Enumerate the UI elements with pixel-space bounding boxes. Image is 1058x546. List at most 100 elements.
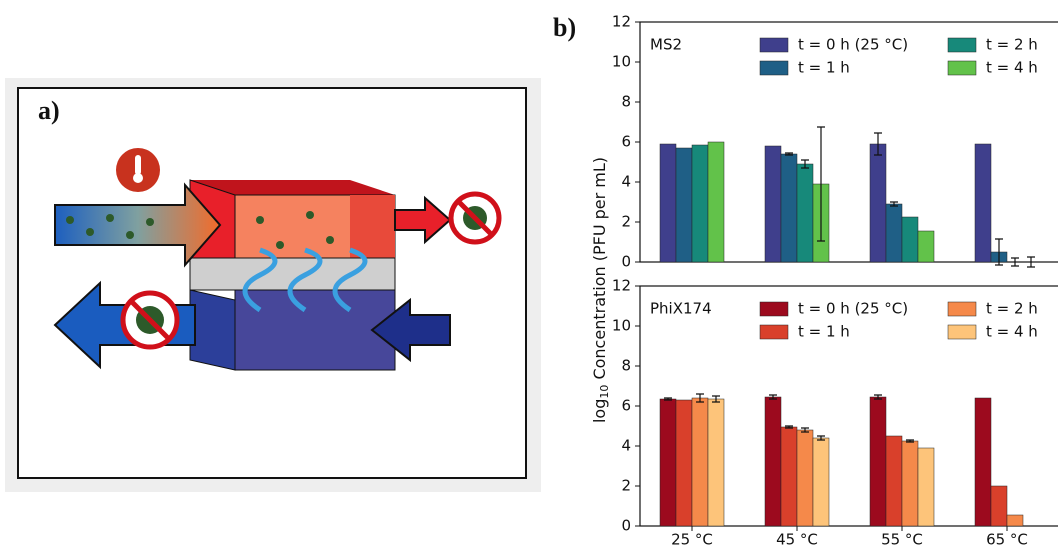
block-top bbox=[190, 180, 395, 195]
legend-swatch bbox=[947, 324, 977, 340]
vapor-waves bbox=[242, 247, 368, 313]
bar bbox=[885, 203, 903, 263]
y-tick-label: 6 bbox=[621, 397, 631, 415]
panel-label: b) bbox=[553, 13, 576, 42]
legend-swatch bbox=[947, 37, 977, 53]
bar bbox=[1006, 514, 1024, 527]
y-tick-label: 2 bbox=[621, 477, 631, 495]
bar bbox=[707, 141, 725, 263]
bar bbox=[764, 396, 782, 527]
legend-label: t = 1 h bbox=[798, 323, 850, 341]
chart-label: MS2 bbox=[650, 36, 682, 54]
y-axis-label: log10 Concentration (PFU per mL) bbox=[590, 157, 612, 423]
error-bar bbox=[664, 397, 672, 401]
y-tick-label: 8 bbox=[621, 93, 631, 111]
bar bbox=[691, 397, 709, 527]
bar bbox=[812, 437, 830, 527]
x-tick-label: 55 °C bbox=[881, 531, 923, 546]
error-bar bbox=[906, 439, 914, 443]
error-bar bbox=[874, 394, 882, 400]
bar bbox=[869, 396, 887, 527]
legend-swatch bbox=[947, 301, 977, 317]
bar bbox=[796, 163, 814, 263]
error-bar bbox=[785, 425, 793, 429]
bar bbox=[707, 398, 725, 527]
y-tick-label: 4 bbox=[621, 173, 631, 191]
legend-swatch bbox=[759, 324, 789, 340]
y-tick-label: 8 bbox=[621, 357, 631, 375]
legend-label: t = 0 h (25 °C) bbox=[798, 300, 908, 318]
bar bbox=[974, 143, 992, 263]
out-arrow bbox=[394, 195, 452, 245]
error-bar bbox=[1027, 256, 1035, 268]
y-tick-label: 12 bbox=[612, 13, 631, 31]
bar bbox=[675, 147, 693, 263]
error-bar bbox=[817, 435, 825, 441]
y-label-part: log bbox=[590, 399, 609, 423]
legend-swatch bbox=[947, 60, 977, 76]
error-bar bbox=[769, 394, 777, 400]
error-bar bbox=[801, 159, 809, 169]
cold-side bbox=[189, 289, 236, 371]
bar bbox=[917, 447, 935, 527]
bar bbox=[990, 485, 1008, 527]
legend-label: t = 2 h bbox=[986, 300, 1038, 318]
y-label-part: Concentration (PFU per mL) bbox=[590, 157, 609, 385]
y-tick-label: 0 bbox=[621, 517, 631, 535]
legend-swatch bbox=[759, 37, 789, 53]
bar bbox=[659, 143, 677, 263]
legend-label: t = 4 h bbox=[986, 59, 1038, 77]
error-bar bbox=[696, 393, 704, 403]
no-virus-1 bbox=[448, 191, 502, 245]
feed-arrow bbox=[54, 182, 222, 268]
error-bar bbox=[995, 238, 1003, 266]
no-virus-2 bbox=[120, 290, 180, 350]
y-tick-label: 10 bbox=[612, 53, 631, 71]
y-tick-label: 0 bbox=[621, 253, 631, 271]
error-bar bbox=[712, 395, 720, 403]
block-front-right bbox=[350, 195, 395, 258]
panel-label: a) bbox=[38, 96, 60, 125]
bar bbox=[885, 435, 903, 527]
bar bbox=[675, 399, 693, 527]
error-bar bbox=[785, 152, 793, 156]
bar bbox=[917, 230, 935, 263]
y-tick-label: 6 bbox=[621, 133, 631, 151]
bar bbox=[659, 398, 677, 527]
y-tick-label: 4 bbox=[621, 437, 631, 455]
legend-label: t = 2 h bbox=[986, 36, 1038, 54]
thermometer-icon bbox=[116, 148, 160, 192]
x-tick-label: 65 °C bbox=[986, 531, 1028, 546]
bar bbox=[780, 153, 798, 263]
cold-front bbox=[234, 289, 396, 371]
bar bbox=[974, 397, 992, 527]
diagram bbox=[5, 78, 541, 492]
bar bbox=[780, 426, 798, 527]
y-tick-label: 10 bbox=[612, 317, 631, 335]
bar bbox=[901, 216, 919, 263]
error-bar bbox=[801, 427, 809, 433]
y-label-sub: 10 bbox=[598, 385, 611, 399]
legend-label: t = 0 h (25 °C) bbox=[798, 36, 908, 54]
bar bbox=[901, 440, 919, 527]
legend-label: t = 1 h bbox=[798, 59, 850, 77]
bar bbox=[764, 145, 782, 263]
error-bar bbox=[1011, 257, 1019, 267]
cold-arrow bbox=[370, 297, 451, 363]
legend-swatch bbox=[759, 60, 789, 76]
bar bbox=[691, 144, 709, 263]
chart-label: PhiX174 bbox=[650, 300, 712, 318]
error-bar bbox=[874, 132, 882, 156]
legend-swatch bbox=[759, 301, 789, 317]
y-tick-label: 2 bbox=[621, 213, 631, 231]
virus-dots bbox=[66, 211, 334, 249]
x-tick-label: 25 °C bbox=[671, 531, 713, 546]
bar bbox=[796, 429, 814, 527]
y-tick-label: 12 bbox=[612, 277, 631, 295]
x-tick-label: 45 °C bbox=[776, 531, 818, 546]
legend-label: t = 4 h bbox=[986, 323, 1038, 341]
error-bar bbox=[817, 126, 825, 242]
bar bbox=[869, 143, 887, 263]
error-bar bbox=[890, 201, 898, 207]
